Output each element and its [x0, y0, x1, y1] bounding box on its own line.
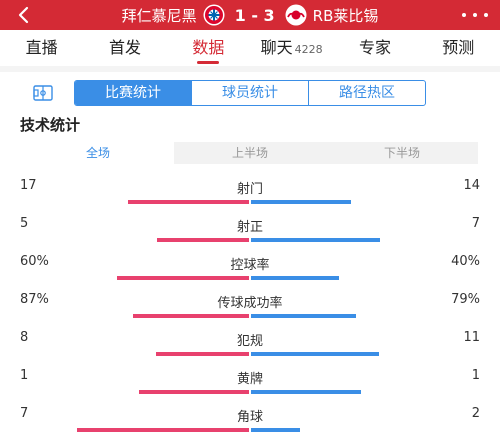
- tab-lineup[interactable]: 首发: [108, 38, 141, 57]
- tab-predictions[interactable]: 预测: [442, 38, 475, 57]
- stat-label: 黄牌: [236, 372, 263, 387]
- bayern-crest-icon: [203, 4, 225, 26]
- stat-home-value: 60%: [20, 254, 49, 269]
- stat-label: 射正: [236, 220, 263, 235]
- stat-away-value: 40%: [451, 254, 480, 269]
- stat-home-bar: [157, 238, 249, 242]
- leipzig-crest-icon: [285, 4, 307, 26]
- stat-away-bar: [251, 276, 339, 280]
- stat-home-bar: [128, 200, 249, 204]
- stat-away-value: 14: [463, 178, 480, 193]
- tab-data[interactable]: 数据: [167, 30, 250, 66]
- stat-away-bar: [251, 390, 361, 394]
- tab-live[interactable]: 直播: [25, 38, 58, 57]
- match-score: 1 - 3: [234, 5, 275, 25]
- match-scoreline: 拜仁慕尼黑 1 - 3 RB莱比锡: [0, 0, 500, 30]
- stat-home-bar: [117, 276, 249, 280]
- stat-row: 7 角球 2: [0, 400, 500, 438]
- stat-away-value: 11: [463, 330, 480, 345]
- subtab-match-stats[interactable]: 比赛统计: [75, 81, 191, 105]
- stat-home-value: 87%: [20, 292, 49, 307]
- stat-label: 传球成功率: [217, 296, 283, 311]
- subtab-heat-zones[interactable]: 路径热区: [308, 81, 425, 105]
- stat-home-bar: [156, 352, 249, 356]
- period-full-match[interactable]: 全场: [22, 142, 174, 164]
- stat-away-value: 2: [471, 406, 480, 421]
- section-divider: [0, 66, 500, 72]
- stat-home-value: 7: [20, 406, 29, 421]
- stat-row: 5 射正 7: [0, 210, 500, 248]
- stat-label: 射门: [236, 182, 263, 197]
- stat-home-value: 1: [20, 368, 29, 383]
- stat-row: 1 黄牌 1: [0, 362, 500, 400]
- stat-home-value: 5: [20, 216, 29, 231]
- period-selector: 全场 上半场 下半场: [22, 142, 478, 164]
- match-header: 拜仁慕尼黑 1 - 3 RB莱比锡: [0, 0, 500, 30]
- stat-label: 犯规: [236, 334, 263, 349]
- stat-away-value: 79%: [451, 292, 480, 307]
- stat-away-bar: [251, 428, 300, 432]
- period-second-half[interactable]: 下半场: [383, 146, 420, 160]
- stat-away-bar: [251, 352, 379, 356]
- away-team-name: RB莱比锡: [312, 6, 379, 25]
- stat-home-bar: [77, 428, 249, 432]
- stat-label: 角球: [236, 410, 263, 425]
- more-options-icon[interactable]: [462, 5, 488, 25]
- stat-home-value: 17: [20, 178, 37, 193]
- chat-count: 4228: [294, 43, 323, 56]
- stat-away-bar: [251, 200, 351, 204]
- stat-row: 8 犯规 11: [0, 324, 500, 362]
- pitch-icon[interactable]: [32, 82, 54, 104]
- stats-subtabs: 比赛统计 球员统计 路径热区: [74, 80, 426, 106]
- section-title: 技术统计: [20, 116, 81, 134]
- match-nav-tabs: 直播 首发 数据 聊天 4228 专家 预测: [0, 30, 500, 66]
- back-arrow-icon[interactable]: [14, 5, 34, 25]
- stats-list: 17 射门 14 5 射正 7 60% 控球率 40% 87% 传球成功率 79% 8 犯规 11 1 黄牌 1 7…: [0, 172, 500, 438]
- tab-experts[interactable]: 专家: [358, 38, 391, 57]
- stat-away-bar: [251, 238, 380, 242]
- stat-row: 17 射门 14: [0, 172, 500, 210]
- stat-away-bar: [251, 314, 356, 318]
- stat-home-bar: [139, 390, 249, 394]
- tab-chat[interactable]: 聊天 4228: [260, 38, 323, 57]
- stat-away-value: 7: [471, 216, 480, 231]
- stat-row: 87% 传球成功率 79%: [0, 286, 500, 324]
- stat-away-value: 1: [471, 368, 480, 383]
- stat-label: 控球率: [230, 258, 270, 273]
- stats-subtabs-row: 比赛统计 球员统计 路径热区: [0, 72, 500, 112]
- subtab-player-stats[interactable]: 球员统计: [191, 81, 308, 105]
- stat-home-value: 8: [20, 330, 29, 345]
- period-first-half[interactable]: 上半场: [231, 146, 268, 160]
- stat-row: 60% 控球率 40%: [0, 248, 500, 286]
- stat-home-bar: [133, 314, 249, 318]
- home-team-name: 拜仁慕尼黑: [121, 6, 197, 25]
- active-tab-indicator: [197, 61, 220, 64]
